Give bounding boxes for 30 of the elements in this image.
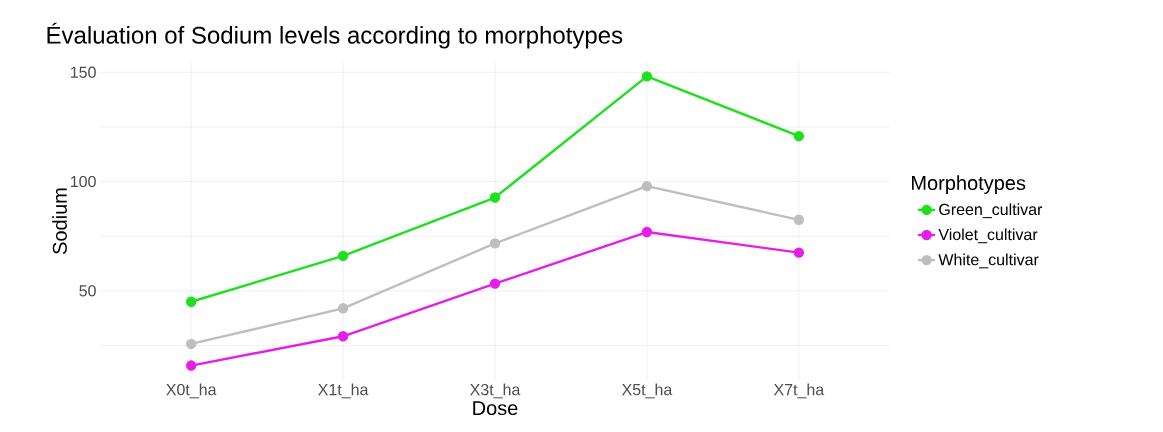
legend-title: Morphotypes [912,175,1026,195]
point [489,238,501,249]
x-tick-label: X5t_ha [621,383,673,399]
legend-label: Green_cultivar [939,203,1043,219]
point [337,303,349,314]
y-tick-label: 50 [79,285,96,297]
point [641,226,653,238]
chart-title: Évaluation of Sodium levels according to morphotypes [47,22,623,49]
x-tick-label: X0t_ha [166,383,217,399]
x-tick-label: X1t_ha [318,383,369,399]
legend-label: Violet_cultivar [938,228,1038,244]
point [185,296,197,307]
x-tick-label: X7t_ha [773,383,825,399]
x-axis-title: Dose [473,401,518,416]
point [793,247,805,258]
point [489,278,501,289]
point [793,214,805,225]
y-tick-label: 150 [71,66,96,78]
point [641,71,653,82]
y-tick-label: 100 [71,175,96,188]
point [337,250,349,262]
y-axis-title: Sodium [52,188,67,254]
point [185,338,197,350]
legend-label: White_cultivar [938,253,1039,269]
x-tick-label: X3t_ha [470,383,521,399]
point [641,180,653,192]
point [489,192,501,203]
point [793,130,805,142]
point [185,360,197,371]
point [337,331,349,342]
